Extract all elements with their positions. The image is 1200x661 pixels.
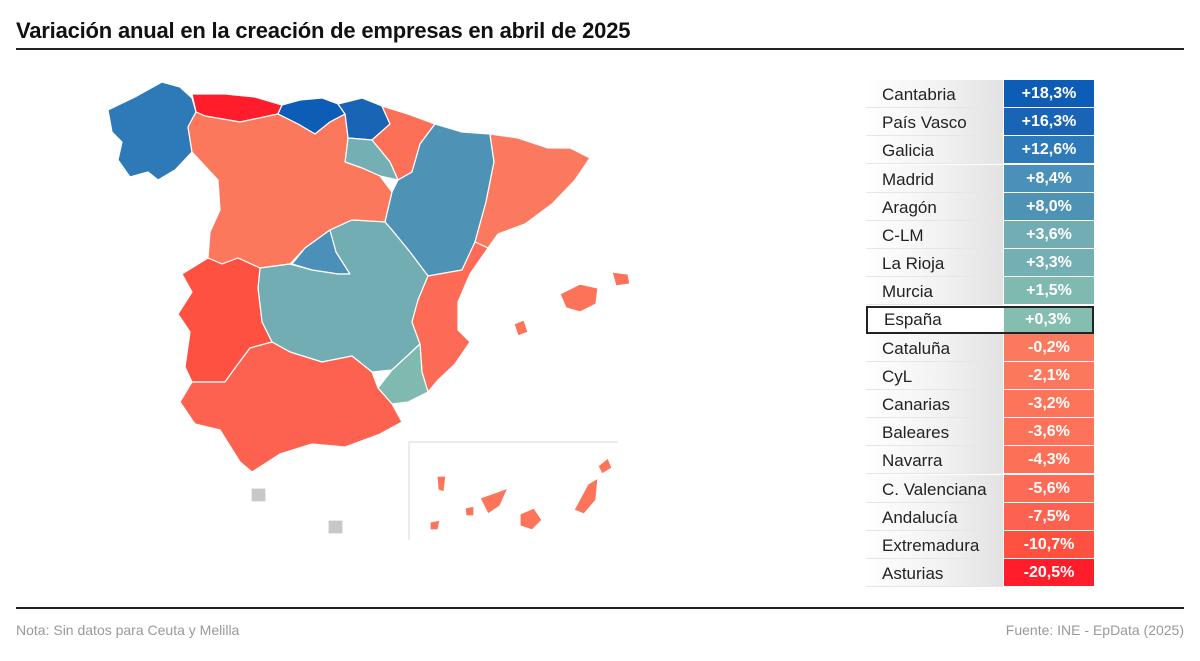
bottom-rule	[16, 607, 1184, 609]
ranking-name-cell: Galicia	[866, 136, 1003, 165]
region-value: +8,4%	[1004, 164, 1094, 192]
region-value: -4,3%	[1004, 446, 1094, 474]
ranking-name-cell: CyL	[866, 361, 1003, 390]
region-value: -0,2%	[1004, 333, 1094, 361]
region-canarias-gran-canaria[interactable]	[519, 507, 543, 531]
ranking-row: La Rioja +3,3%	[866, 249, 1096, 278]
region-value: -2,1%	[1004, 361, 1094, 389]
region-canarias-tenerife[interactable]	[479, 487, 509, 515]
region-name: C. Valenciana	[882, 479, 987, 499]
ranking-name-cell: Madrid	[866, 164, 1003, 193]
region-canarias-la-gomera[interactable]	[464, 505, 475, 517]
ranking-row: Cantabria +18,3%	[866, 80, 1096, 108]
region-value: +3,3%	[1004, 249, 1094, 277]
region-name: España	[884, 309, 942, 329]
ranking-row: Canarias -3,2%	[866, 390, 1096, 419]
region-galicia[interactable]	[107, 81, 197, 181]
ranking-row: Galicia +12,6%	[866, 136, 1096, 165]
region-name: Extremadura	[882, 536, 980, 555]
ranking-row: Cataluña -0,2%	[866, 333, 1096, 362]
ranking-row: Baleares -3,6%	[866, 418, 1096, 447]
ranking-name-cell: Andalucía	[866, 502, 1003, 531]
ranking-row: País Vasco +16,3%	[866, 108, 1096, 137]
ranking-name-cell: Murcia	[866, 277, 1003, 306]
region-cataluna[interactable]	[474, 133, 591, 249]
region-baleares-mallorca[interactable]	[559, 283, 599, 313]
region-name: Baleares	[882, 423, 950, 443]
ranking-row: Murcia +1,5%	[866, 277, 1096, 306]
region-value: +8,0%	[1004, 192, 1094, 220]
region-baleares-ibiza[interactable]	[513, 319, 529, 337]
ranking-name-cell: País Vasco	[866, 108, 1003, 137]
region-name: Cataluña	[882, 338, 951, 358]
region-canarias-fuerteventura[interactable]	[573, 477, 599, 515]
region-name: C-LM	[882, 225, 924, 245]
region-melilla[interactable]	[327, 519, 344, 535]
region-value: -7,5%	[1004, 502, 1094, 530]
region-value: +16,3%	[1004, 108, 1094, 136]
ranking-name-cell: C-LM	[866, 220, 1003, 249]
ranking-name-cell: C. Valenciana	[866, 474, 1003, 503]
ranking-name-cell: Aragón	[866, 192, 1003, 221]
ranking-row: España +0,3%	[866, 305, 1096, 334]
region-name: Canarias	[882, 395, 951, 415]
region-value: +3,6%	[1004, 220, 1094, 248]
region-name: País Vasco	[882, 113, 967, 133]
spain-map	[107, 81, 631, 540]
region-value: -20,5%	[1004, 559, 1094, 587]
ranking-name-cell	[866, 305, 1094, 334]
ranking-row: C-LM +3,6%	[866, 220, 1096, 249]
region-value: +18,3%	[1004, 80, 1094, 107]
ranking-row: Navarra -4,3%	[866, 446, 1096, 475]
region-canarias-la-palma[interactable]	[436, 475, 447, 493]
region-name: Galicia	[882, 141, 934, 161]
ranking-table: Cantabria +18,3% País Vasco +16,3% Galicia +1…	[866, 80, 1096, 588]
ranking-name-cell: Asturias	[866, 559, 1003, 588]
canarias-inset-frame	[408, 441, 618, 540]
footnote: Nota: Sin datos para Ceuta y Melilla	[16, 622, 240, 638]
ranking-name-cell: Navarra	[866, 446, 1003, 475]
ranking-name-cell: Baleares	[866, 418, 1003, 447]
region-name: Cantabria	[882, 85, 956, 104]
ranking-row: Andalucía -7,5%	[866, 502, 1096, 531]
region-value: -3,2%	[1004, 390, 1094, 418]
source-credit: Fuente: INE - EpData (2025)	[1005, 622, 1184, 638]
top-rule	[16, 48, 1184, 50]
ranking-row: C. Valenciana -5,6%	[866, 474, 1096, 503]
region-value: -10,7%	[1004, 531, 1094, 558]
ranking-row: Asturias -20,5%	[866, 559, 1096, 588]
region-value: +1,5%	[1004, 277, 1094, 305]
region-canarias-lanzarote[interactable]	[597, 457, 613, 475]
region-value: +12,6%	[1004, 136, 1094, 164]
region-baleares-menorca[interactable]	[611, 271, 631, 287]
ranking-row: Aragón +8,0%	[866, 192, 1096, 221]
ranking-name-cell: La Rioja	[866, 249, 1003, 278]
ranking-name-cell: Canarias	[866, 390, 1003, 419]
region-name: CyL	[882, 366, 913, 386]
region-name: Asturias	[882, 564, 944, 584]
region-murcia[interactable]	[377, 343, 429, 405]
region-name: La Rioja	[882, 254, 945, 274]
region-name: Andalucía	[882, 507, 958, 527]
ranking-row: Madrid +8,4%	[866, 164, 1096, 193]
chart-title: Variación anual en la creación de empres…	[16, 18, 631, 43]
region-name: Madrid	[882, 169, 934, 189]
region-andalucia[interactable]	[179, 341, 403, 473]
ranking-name-cell: Cataluña	[866, 333, 1003, 362]
region-ceuta[interactable]	[250, 487, 267, 503]
region-value: -5,6%	[1004, 474, 1094, 502]
ranking-row: Extremadura -10,7%	[866, 531, 1096, 559]
region-c-valenciana[interactable]	[411, 241, 489, 393]
region-value: -3,6%	[1004, 418, 1094, 446]
ranking-row: CyL -2,1%	[866, 361, 1096, 390]
region-value: +0,3%	[1004, 307, 1092, 332]
region-name: Aragón	[882, 197, 937, 217]
region-name: Murcia	[882, 282, 934, 302]
region-name: Navarra	[882, 451, 943, 471]
ranking-name-cell: Extremadura	[866, 531, 1003, 559]
region-canarias-el-hierro[interactable]	[429, 519, 441, 531]
ranking-name-cell: Cantabria	[866, 80, 1003, 108]
